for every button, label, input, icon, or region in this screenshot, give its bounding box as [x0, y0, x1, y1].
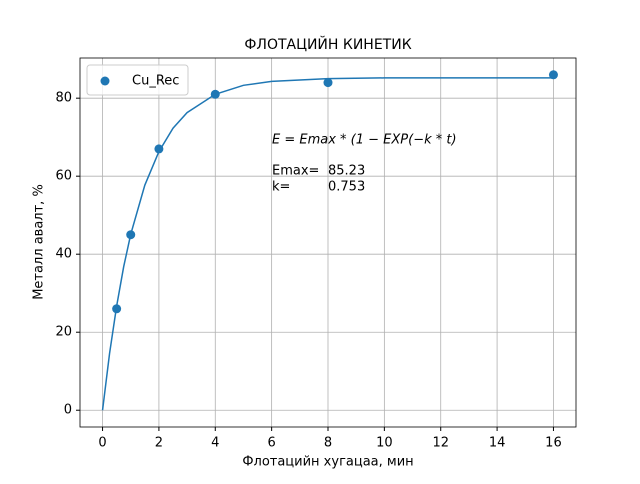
x-tick-label: 10	[376, 436, 393, 451]
y-tick-label: 20	[55, 325, 72, 340]
fit-curve	[101, 77, 554, 411]
y-axis-label: Металл авалт, %	[32, 184, 47, 300]
emax-value: 85.23	[328, 164, 365, 179]
x-tick-label: 6	[267, 436, 275, 451]
y-tick-label: 0	[64, 403, 72, 418]
x-tick-label: 4	[211, 436, 219, 451]
legend-label: Cu_Rec	[132, 74, 179, 89]
x-tick-label: 8	[324, 436, 332, 451]
x-tick-label: 0	[98, 436, 106, 451]
y-tick-label: 60	[55, 169, 72, 184]
legend-box	[86, 64, 189, 96]
x-tick-label: 14	[489, 436, 506, 451]
k-value: 0.753	[328, 180, 365, 195]
y-tick-label: 40	[55, 247, 72, 262]
x-tick-label: 16	[545, 436, 562, 451]
formula: E = Emax * (1 − EXP(−k * t)	[272, 133, 457, 148]
k-label: k=	[272, 180, 290, 195]
chart-title: ФЛОТАЦИЙН КИНЕТИК	[244, 35, 411, 53]
plot-frame	[79, 57, 577, 428]
y-tick-label: 80	[55, 91, 72, 106]
point	[548, 70, 558, 80]
emax-label: Emax=	[272, 164, 319, 179]
point	[323, 78, 333, 88]
x-tick-label: 2	[155, 436, 163, 451]
x-tick-label: 12	[432, 436, 449, 451]
x-axis-label: Флотацийн хугацаа, мин	[242, 455, 413, 470]
legend-marker	[100, 76, 110, 86]
